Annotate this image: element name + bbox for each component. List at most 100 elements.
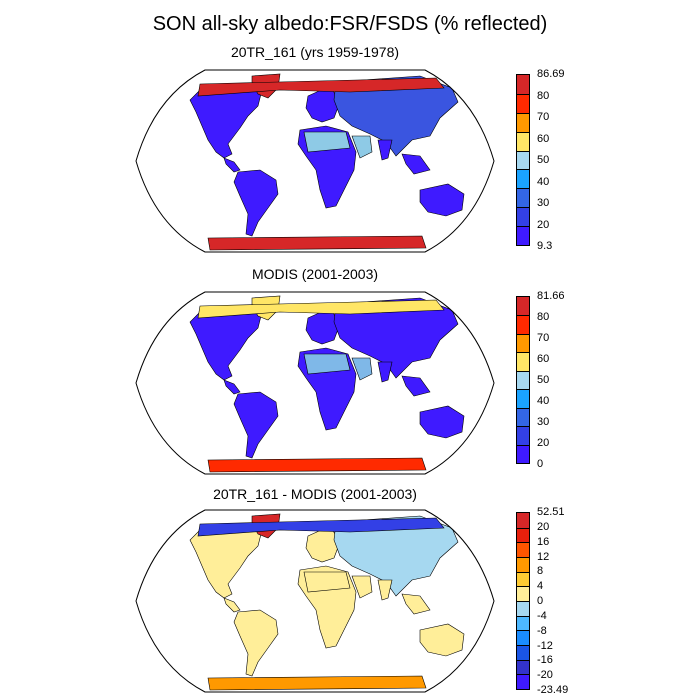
region-arabia	[351, 135, 373, 159]
colorbar-swatch	[517, 659, 529, 675]
colorbar-tick-label: 8	[537, 565, 544, 578]
colorbar-tick-label: 81.66	[537, 290, 565, 302]
region-australia	[419, 183, 465, 217]
region-arabia	[351, 575, 373, 599]
colorbar-tick-label: -4	[537, 609, 547, 622]
region-australia	[419, 405, 465, 439]
colorbar-swatch	[517, 556, 529, 572]
panel-2-map	[135, 291, 495, 475]
colorbar-swatch	[517, 571, 529, 587]
colorbar-tick-label: 40	[537, 175, 550, 188]
colorbar-swatch	[517, 370, 529, 390]
region-india	[377, 361, 393, 383]
region-arabia	[351, 357, 373, 381]
region-antarctica	[207, 457, 427, 473]
colorbar-swatch	[517, 542, 529, 557]
panel-2-colorbar	[516, 296, 530, 464]
panel-3-title: 20TR_161 - MODIS (2001-2003)	[213, 486, 417, 502]
colorbar-tick-label: -16	[537, 654, 553, 667]
colorbar-swatch	[517, 315, 529, 334]
colorbar-swatch	[517, 333, 529, 353]
colorbar-swatch	[517, 586, 529, 601]
colorbar-swatch	[517, 615, 529, 631]
colorbar-swatch	[517, 188, 529, 208]
colorbar-tick-label: 9.3	[537, 240, 553, 252]
colorbar-tick-label: 30	[537, 197, 550, 209]
panel-1-map	[135, 69, 495, 253]
region-northAmerica	[189, 305, 263, 381]
colorbar-swatch	[517, 426, 529, 445]
colorbar-swatch	[517, 389, 529, 408]
panel-1-colorbar	[516, 74, 530, 246]
panel-1-title: 20TR_161 (yrs 1959-1978)	[230, 44, 400, 60]
colorbar-swatch	[517, 513, 529, 528]
region-seAsia	[401, 593, 431, 615]
colorbar-swatch	[517, 352, 529, 371]
panel-3-map	[135, 509, 495, 693]
colorbar-swatch	[517, 226, 529, 245]
colorbar-tick-label: 0	[537, 595, 544, 607]
colorbar-tick-label: 20	[537, 520, 550, 533]
colorbar-swatch	[517, 630, 529, 645]
region-india	[377, 139, 393, 161]
colorbar-swatch	[517, 75, 529, 94]
colorbar-swatch	[517, 674, 529, 689]
colorbar-tick-label: 50	[537, 154, 550, 166]
colorbar-tick-label: 30	[537, 416, 550, 428]
colorbar-swatch	[517, 93, 529, 113]
colorbar-tick-label: 50	[537, 374, 550, 386]
region-centralAmerica	[223, 379, 241, 395]
region-india	[377, 579, 393, 601]
region-northAmerica	[189, 83, 263, 159]
figure-title: SON all-sky albedo:FSR/FSDS (% reflected…	[152, 13, 548, 35]
colorbar-tick-label: 4	[537, 580, 544, 593]
colorbar-tick-label: -20	[537, 669, 553, 682]
colorbar-tick-label: 0	[537, 458, 544, 470]
region-southAmerica	[233, 391, 279, 459]
colorbar-tick-label: 20	[537, 218, 550, 231]
colorbar-swatch	[517, 207, 529, 226]
map-outline	[135, 509, 495, 693]
colorbar-swatch	[517, 444, 529, 463]
region-sahara	[303, 353, 351, 375]
colorbar-swatch	[517, 150, 529, 170]
region-antarctica	[207, 675, 427, 691]
region-sahara	[303, 131, 351, 153]
colorbar-tick-label: 12	[537, 550, 550, 563]
region-southAmerica	[233, 169, 279, 237]
colorbar-tick-label: 86.69	[537, 68, 565, 80]
region-seAsia	[401, 375, 431, 397]
colorbar-tick-label: 70	[537, 332, 550, 344]
region-southAmerica	[233, 609, 279, 677]
colorbar-tick-label: 40	[537, 395, 550, 407]
colorbar-tick-label: 60	[537, 132, 550, 145]
region-seAsia	[401, 153, 431, 175]
region-arcticBand	[197, 77, 445, 97]
region-arcticBand	[197, 299, 445, 319]
colorbar-tick-label: 60	[537, 353, 550, 365]
colorbar-swatch	[517, 131, 529, 151]
colorbar-swatch	[517, 297, 529, 316]
colorbar-tick-label: 80	[537, 89, 550, 102]
panel-2-title: MODIS (2001-2003)	[251, 266, 379, 282]
colorbar-swatch	[517, 169, 529, 189]
map-outline	[135, 291, 495, 475]
map-outline	[135, 69, 495, 253]
colorbar-tick-label: -23.49	[537, 684, 569, 696]
region-sahara	[303, 571, 351, 593]
colorbar-tick-label: -12	[537, 639, 553, 652]
region-centralAmerica	[223, 597, 241, 613]
colorbar-tick-label: -8	[537, 624, 547, 637]
region-arcticBand	[197, 517, 445, 537]
colorbar-swatch	[517, 527, 529, 543]
region-antarctica	[207, 235, 427, 251]
colorbar-swatch	[517, 644, 529, 660]
region-centralAmerica	[223, 157, 241, 173]
colorbar-swatch	[517, 112, 529, 132]
colorbar-tick-label: 20	[537, 437, 550, 449]
colorbar-tick-label: 16	[537, 535, 550, 548]
colorbar-tick-label: 80	[537, 311, 550, 323]
colorbar-swatch	[517, 600, 529, 616]
region-australia	[419, 623, 465, 657]
region-northAmerica	[189, 523, 263, 599]
